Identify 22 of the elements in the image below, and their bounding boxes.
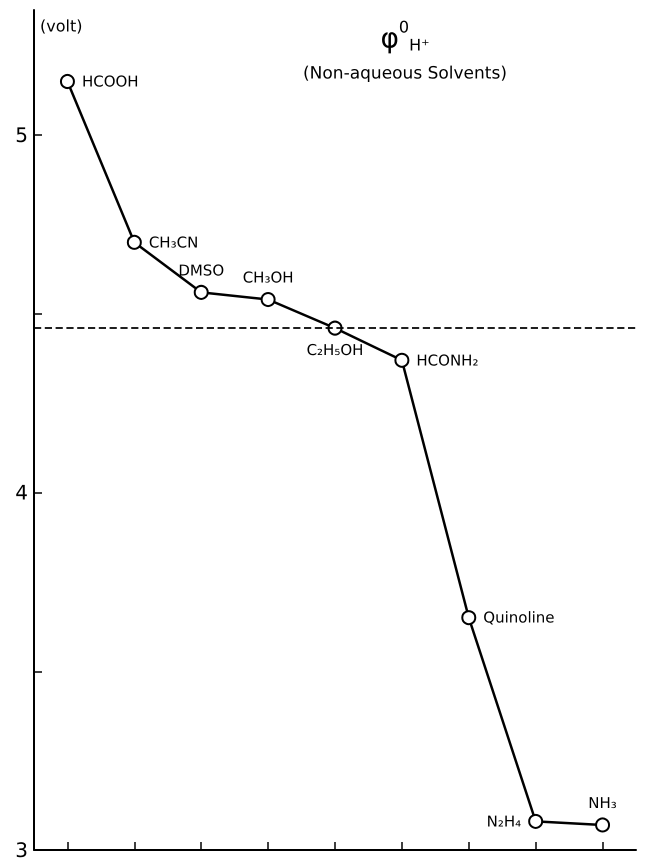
y-tick-label: 4 [15, 480, 28, 505]
point [528, 814, 544, 829]
point [126, 234, 142, 250]
point [394, 352, 410, 368]
point [461, 610, 476, 626]
y-axis-title: (volt) [40, 16, 82, 36]
text: (Non-aqueous Solvents) [303, 64, 507, 84]
data-label: DMSO [178, 261, 224, 280]
data-label: HCONH₂ [416, 351, 478, 370]
point [595, 817, 610, 832]
point [60, 74, 75, 89]
data-label: NH₃ [588, 794, 617, 812]
data-label: Quinoline [483, 608, 555, 627]
point [194, 284, 209, 300]
y-tick-label: 5 [15, 123, 28, 148]
data-label: N₂H₄ [486, 812, 522, 830]
data-label: C₂H₅OH [306, 341, 364, 360]
point [260, 292, 276, 308]
data-label: CH₃OH [242, 268, 294, 287]
data-label: CH₃CN [148, 233, 198, 252]
data-label: HCOOH [82, 72, 139, 90]
y-tick-label: 3 [15, 838, 28, 860]
